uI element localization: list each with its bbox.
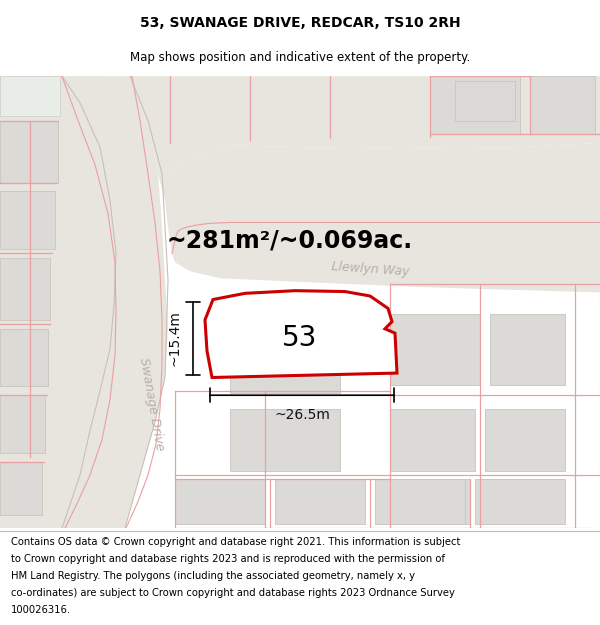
Bar bbox=[455, 81, 515, 121]
Text: 53: 53 bbox=[283, 324, 317, 352]
Bar bbox=[230, 314, 340, 394]
Text: Map shows position and indicative extent of the property.: Map shows position and indicative extent… bbox=[130, 51, 470, 64]
Bar bbox=[485, 409, 565, 471]
Text: Contains OS data © Crown copyright and database right 2021. This information is : Contains OS data © Crown copyright and d… bbox=[11, 537, 460, 547]
Bar bbox=[390, 479, 470, 524]
Bar bbox=[230, 409, 340, 471]
Text: Llewlyn Way: Llewlyn Way bbox=[331, 260, 409, 279]
Bar bbox=[0, 121, 58, 182]
Polygon shape bbox=[0, 76, 120, 528]
Polygon shape bbox=[62, 76, 168, 528]
Bar bbox=[530, 76, 595, 134]
Bar bbox=[0, 76, 60, 116]
Bar bbox=[0, 395, 45, 452]
Text: Swanage Drive: Swanage Drive bbox=[137, 356, 167, 452]
Text: 100026316.: 100026316. bbox=[11, 604, 71, 614]
Polygon shape bbox=[148, 121, 600, 292]
Bar bbox=[0, 329, 48, 386]
Polygon shape bbox=[130, 76, 600, 178]
Bar bbox=[275, 479, 365, 524]
Bar bbox=[390, 314, 480, 384]
Text: ~26.5m: ~26.5m bbox=[274, 408, 330, 422]
Bar bbox=[175, 479, 265, 524]
Text: co-ordinates) are subject to Crown copyright and database rights 2023 Ordnance S: co-ordinates) are subject to Crown copyr… bbox=[11, 588, 455, 598]
Text: to Crown copyright and database rights 2023 and is reproduced with the permissio: to Crown copyright and database rights 2… bbox=[11, 554, 445, 564]
Polygon shape bbox=[205, 291, 397, 378]
Bar bbox=[490, 314, 565, 384]
Text: 53, SWANAGE DRIVE, REDCAR, TS10 2RH: 53, SWANAGE DRIVE, REDCAR, TS10 2RH bbox=[140, 16, 460, 30]
Text: ~281m²/~0.069ac.: ~281m²/~0.069ac. bbox=[167, 228, 413, 252]
Bar bbox=[430, 76, 520, 134]
Bar bbox=[475, 479, 565, 524]
Bar bbox=[0, 462, 42, 515]
Bar bbox=[375, 479, 465, 524]
Bar bbox=[390, 409, 475, 471]
Bar bbox=[0, 258, 50, 320]
Bar bbox=[480, 479, 560, 524]
Bar bbox=[0, 191, 55, 249]
Polygon shape bbox=[70, 76, 162, 528]
Text: ~15.4m: ~15.4m bbox=[168, 311, 182, 366]
Text: HM Land Registry. The polygons (including the associated geometry, namely x, y: HM Land Registry. The polygons (includin… bbox=[11, 571, 415, 581]
